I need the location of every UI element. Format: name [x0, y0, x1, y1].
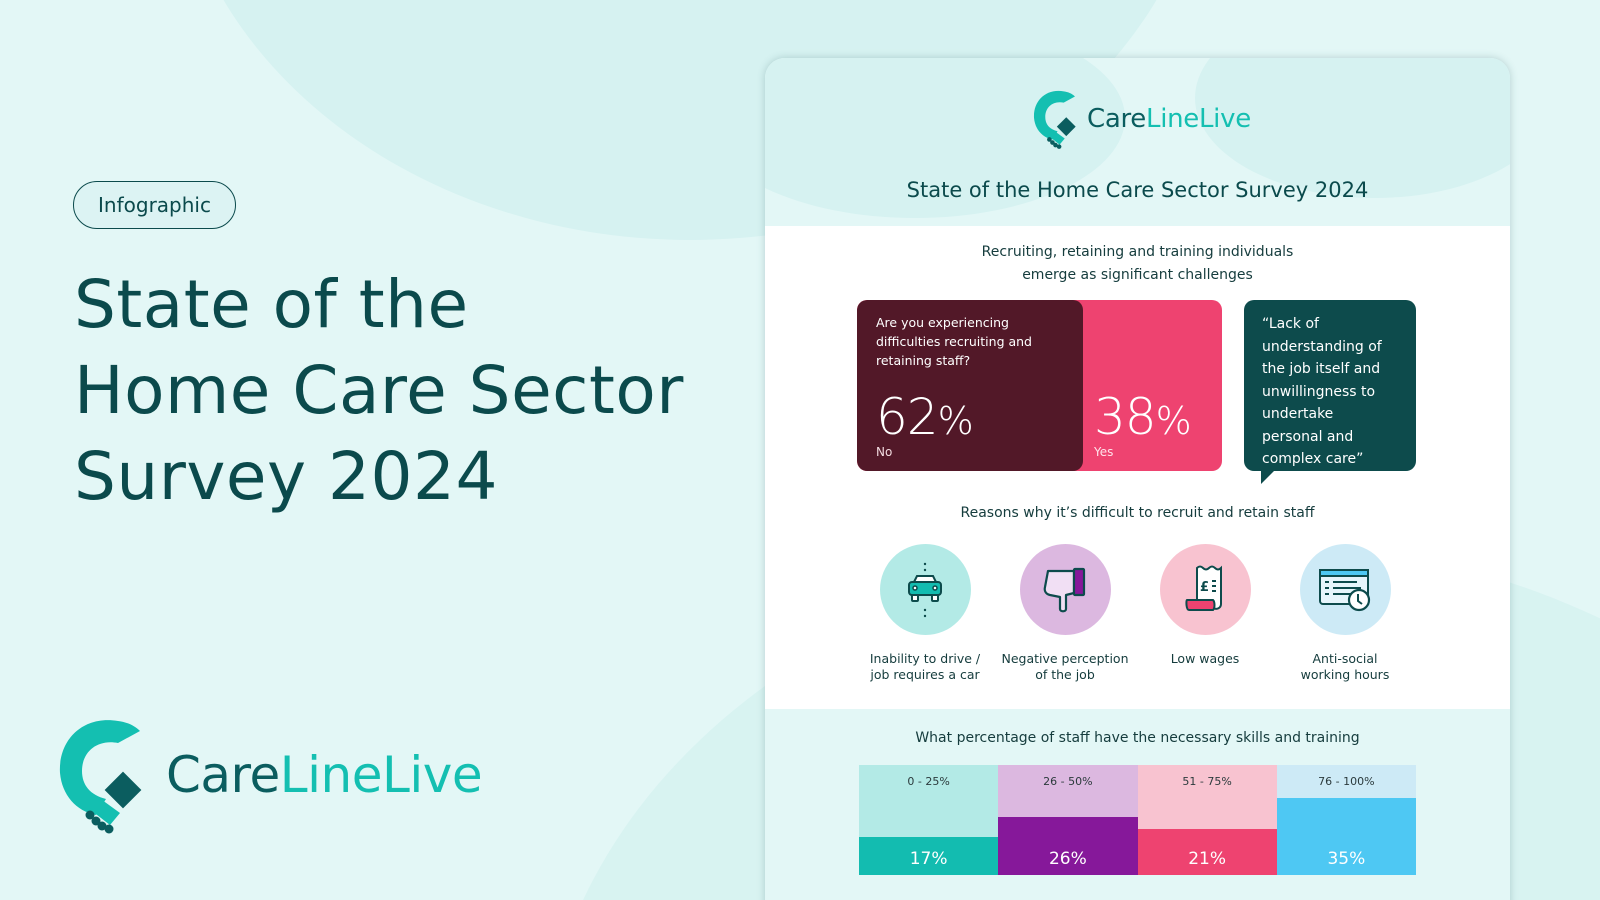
reason-item: Negative perception of the job: [997, 544, 1133, 683]
no-percentage: 62%: [876, 388, 974, 446]
calendar-clock-icon: [1319, 568, 1371, 611]
thumbs-down-icon: [1043, 567, 1086, 612]
reason-icon-circle: [879, 544, 971, 635]
intro-text-content: Recruiting, retaining and training indiv…: [981, 244, 1294, 283]
brand-wordmark: CareLineLive: [1087, 104, 1251, 134]
bar-value: 26%: [1048, 849, 1087, 869]
bar-range-label: 76 - 100%: [1318, 775, 1375, 788]
bar-fill: 35%: [1276, 798, 1416, 875]
bar-column: 76 - 100% 35%: [1276, 765, 1416, 875]
infographic-logo: CareLineLive: [1033, 88, 1251, 150]
reason-label: Inability to drive / job requires a car: [869, 651, 981, 682]
category-tag[interactable]: Infographic: [73, 181, 236, 229]
title-line: Home Care Sector: [74, 352, 684, 429]
reason-label: Negative perception of the job: [1001, 651, 1129, 682]
bar-column: 51 - 75% 21%: [1137, 765, 1277, 875]
bar-fill: 17%: [859, 837, 999, 875]
infographic-title: State of the Home Care Sector Survey 202…: [906, 178, 1369, 202]
receipt-pound-icon: £: [1185, 565, 1222, 611]
skills-title: What percentage of staff have the necess…: [915, 730, 1360, 746]
bar-value: 17%: [909, 849, 948, 869]
brand-name-part: Care: [1087, 104, 1147, 134]
brand-name-part: Care: [166, 746, 280, 804]
quote-bubble-tail: [1261, 470, 1275, 484]
bar-value: 21%: [1188, 849, 1227, 869]
brand-logo: CareLineLive: [58, 715, 483, 835]
bar-value: 35%: [1327, 849, 1366, 869]
brand-name-part: LineLive: [279, 746, 483, 804]
question-stat-box: Are you experiencing difficulties recrui…: [857, 300, 1222, 471]
bar-column: 26 - 50% 26%: [998, 765, 1138, 875]
yes-value: 38: [1094, 388, 1157, 446]
reason-icon-circle: [1299, 544, 1391, 635]
infographic-header: CareLineLive State of the Home Care Sect…: [765, 58, 1510, 226]
bar-column: 0 - 25% 17%: [859, 765, 999, 875]
reason-icon-circle: [1019, 544, 1111, 635]
reason-label: Anti-social working hours: [1300, 651, 1390, 682]
bar-fill: 21%: [1137, 829, 1277, 875]
logo-handshake-c-icon: [1033, 90, 1076, 149]
reason-label: Low wages: [1170, 651, 1240, 666]
reason-icon-circle: £: [1159, 544, 1251, 635]
reason-item: Inability to drive / job requires a car: [857, 544, 993, 683]
reason-item: £ Low wages: [1137, 544, 1273, 683]
category-tag-label: Infographic: [98, 193, 211, 217]
percent-sign: %: [937, 399, 974, 443]
bar-range-label: 0 - 25%: [907, 775, 950, 788]
reasons-title: Reasons why it’s difficult to recruit an…: [960, 505, 1315, 521]
no-label: No: [876, 445, 893, 459]
bar-range-label: 26 - 50%: [1043, 775, 1093, 788]
title-line: Survey 2024: [74, 438, 499, 515]
brand-name-part: LineLive: [1146, 104, 1251, 134]
svg-text:£: £: [1200, 580, 1209, 595]
skills-bar-chart: 0 - 25% 17% 26 - 50% 26% 51 - 75% 21% 76…: [859, 765, 1416, 875]
brand-wordmark: CareLineLive: [166, 746, 483, 804]
car-icon: [908, 562, 942, 617]
yes-label: Yes: [1094, 445, 1114, 459]
reason-item: Anti-social working hours: [1277, 544, 1413, 683]
no-segment: [857, 300, 1083, 471]
question-text: Are you experiencing difficulties recrui…: [876, 315, 1032, 368]
bar-range-label: 51 - 75%: [1182, 775, 1232, 788]
percent-sign: %: [1155, 399, 1192, 443]
quote-bubble: “Lack of understanding of the job itself…: [1244, 300, 1416, 471]
intro-text: Recruiting, retaining and training indiv…: [765, 241, 1510, 287]
bar-fill: 26%: [998, 817, 1138, 875]
infographic-preview[interactable]: CareLineLive State of the Home Care Sect…: [765, 58, 1510, 900]
logo-handshake-c-icon: [59, 720, 142, 834]
no-value: 62: [876, 388, 939, 446]
page-title: State of the Home Care Sector Survey 202…: [74, 262, 684, 520]
title-line: State of the: [74, 266, 469, 343]
reasons-list: Inability to drive / job requires a car …: [857, 544, 1417, 683]
yes-percentage: 38%: [1094, 388, 1192, 446]
